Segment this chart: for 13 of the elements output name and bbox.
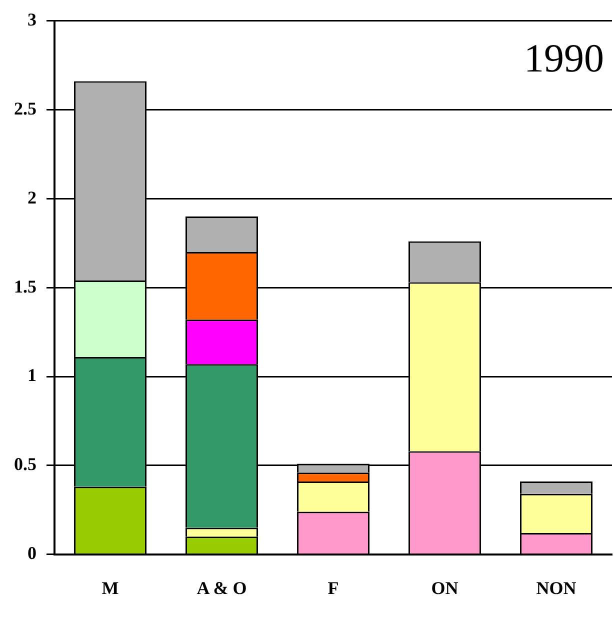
x-tick-label: M [102, 578, 119, 598]
y-tick-label: 1.5 [14, 276, 36, 296]
y-tick-label: 0 [28, 543, 36, 564]
x-tick-label: F [328, 578, 339, 598]
y-tick-label: 2 [28, 187, 36, 208]
x-tick-label: NON [536, 578, 576, 598]
y-tick-label: 1 [28, 365, 36, 386]
x-tick-label: ON [431, 578, 458, 598]
y-tick-label: 2.5 [14, 98, 36, 118]
y-tick-label: 0.5 [14, 454, 36, 474]
y-tick-label: 3 [28, 9, 36, 30]
annotation: 1990 [524, 35, 604, 80]
x-tick-label: A & O [196, 578, 247, 598]
